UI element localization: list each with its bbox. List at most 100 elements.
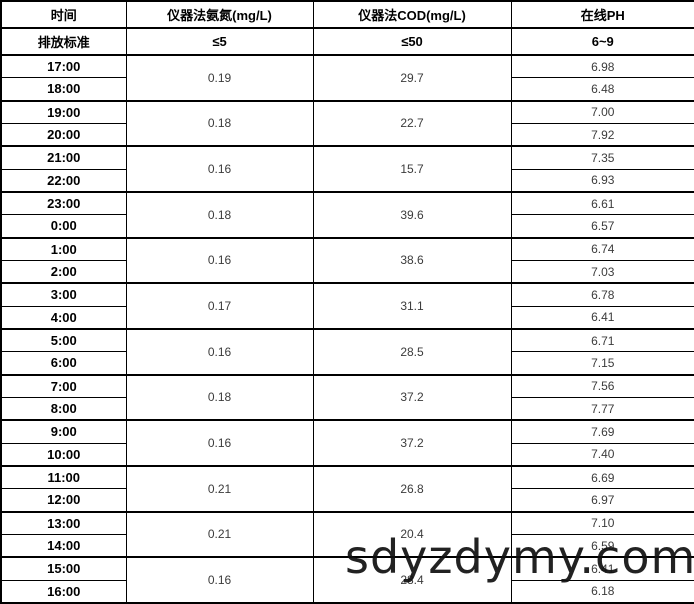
time-cell: 7:00 (0, 374, 127, 398)
table-row: 4:00 6.41 (0, 305, 694, 330)
cod-cell: 31.1 (312, 282, 512, 330)
ph-cell: 6.48 (510, 77, 694, 102)
nh3-cell: 0.18 (125, 100, 314, 148)
cod-cell: 20.4 (312, 511, 512, 559)
time-cell: 13:00 (0, 511, 127, 535)
time-cell: 11:00 (0, 465, 127, 490)
ph-cell: 6.93 (510, 168, 694, 193)
ph-cell: 6.69 (510, 465, 694, 490)
standards-cod: ≤50 (312, 27, 512, 56)
cod-cell: 37.2 (312, 374, 512, 422)
table-row: 18:00 6.48 (0, 77, 694, 102)
time-cell: 21:00 (0, 145, 127, 170)
ph-cell: 6.18 (510, 579, 694, 604)
cod-cell: 15.7 (312, 145, 512, 193)
ph-cell: 6.74 (510, 237, 694, 261)
table-row: 10:00 7.40 (0, 442, 694, 467)
nh3-cell: 0.18 (125, 191, 314, 239)
table-row: 22:00 6.93 (0, 168, 694, 193)
table-row: 13:00 0.21 20.4 7.10 (0, 511, 694, 559)
cod-cell: 37.2 (312, 419, 512, 467)
table-row: 8:00 7.77 (0, 396, 694, 422)
table-row: 14:00 6.59 (0, 533, 694, 559)
ph-cell: 6.78 (510, 282, 694, 307)
table-row: 1:00 0.16 38.6 6.74 (0, 237, 694, 285)
ph-cell: 7.77 (510, 396, 694, 422)
table-row: 19:00 0.18 22.7 7.00 (0, 100, 694, 148)
standards-row: 排放标准 ≤5 ≤50 6~9 (0, 27, 694, 56)
time-cell: 23:00 (0, 191, 127, 216)
table-row: 3:00 0.17 31.1 6.78 (0, 282, 694, 330)
table-row: 21:00 0.16 15.7 7.35 (0, 145, 694, 193)
ph-cell: 6.61 (510, 191, 694, 216)
ph-cell: 6.98 (510, 54, 694, 79)
ph-cell: 6.59 (510, 533, 694, 559)
table-row: 6:00 7.15 (0, 351, 694, 376)
nh3-cell: 0.19 (125, 54, 314, 102)
table-row: 9:00 0.16 37.2 7.69 (0, 419, 694, 467)
time-cell: 20:00 (0, 122, 127, 148)
nh3-cell: 0.16 (125, 328, 314, 376)
cod-cell: 29.7 (312, 54, 512, 102)
time-cell: 18:00 (0, 77, 127, 102)
table-row: 5:00 0.16 28.5 6.71 (0, 328, 694, 376)
table-row: 2:00 7.03 (0, 259, 694, 285)
time-cell: 9:00 (0, 419, 127, 444)
time-cell: 0:00 (0, 214, 127, 239)
ph-cell: 7.56 (510, 374, 694, 398)
time-cell: 2:00 (0, 259, 127, 285)
ph-cell: 7.10 (510, 511, 694, 535)
ph-cell: 7.03 (510, 259, 694, 285)
time-cell: 12:00 (0, 488, 127, 513)
table-row: 0:00 6.57 (0, 214, 694, 239)
time-cell: 22:00 (0, 168, 127, 193)
table-row: 11:00 0.21 26.8 6.69 (0, 465, 694, 513)
ph-cell: 6.97 (510, 488, 694, 513)
standards-nh3: ≤5 (125, 27, 314, 56)
ph-cell: 7.92 (510, 122, 694, 148)
header-nh3: 仪器法氨氮(mg/L) (125, 0, 314, 29)
ph-cell: 6.57 (510, 214, 694, 239)
ph-cell: 6.71 (510, 328, 694, 353)
nh3-cell: 0.21 (125, 511, 314, 559)
time-cell: 17:00 (0, 54, 127, 79)
cod-cell: 22.7 (312, 100, 512, 148)
header-row: 时间 仪器法氨氮(mg/L) 仪器法COD(mg/L) 在线PH (0, 0, 694, 29)
header-time: 时间 (0, 0, 127, 29)
time-cell: 4:00 (0, 305, 127, 330)
table-row: 7:00 0.18 37.2 7.56 (0, 374, 694, 422)
time-cell: 1:00 (0, 237, 127, 261)
standards-ph: 6~9 (510, 27, 694, 56)
ph-cell: 7.40 (510, 442, 694, 467)
nh3-cell: 0.17 (125, 282, 314, 330)
table-row: 16:00 6.18 (0, 579, 694, 604)
cod-cell: 28.4 (312, 556, 512, 604)
header-ph: 在线PH (510, 0, 694, 29)
ph-cell: 6.41 (510, 305, 694, 330)
time-cell: 6:00 (0, 351, 127, 376)
cod-cell: 26.8 (312, 465, 512, 513)
nh3-cell: 0.21 (125, 465, 314, 513)
table-row: 12:00 6.97 (0, 488, 694, 513)
time-cell: 8:00 (0, 396, 127, 422)
nh3-cell: 0.16 (125, 145, 314, 193)
standards-label: 排放标准 (0, 27, 127, 56)
ph-cell: 7.00 (510, 100, 694, 124)
time-cell: 15:00 (0, 556, 127, 581)
table-row: 15:00 0.16 28.4 6.41 (0, 556, 694, 604)
ph-cell: 7.35 (510, 145, 694, 170)
cod-cell: 28.5 (312, 328, 512, 376)
table-row: 23:00 0.18 39.6 6.61 (0, 191, 694, 239)
table-row: 20:00 7.92 (0, 122, 694, 148)
time-cell: 19:00 (0, 100, 127, 124)
nh3-cell: 0.18 (125, 374, 314, 422)
table-row: 17:00 0.19 29.7 6.98 (0, 54, 694, 102)
ph-cell: 7.69 (510, 419, 694, 444)
time-cell: 16:00 (0, 579, 127, 604)
nh3-cell: 0.16 (125, 556, 314, 604)
cod-cell: 38.6 (312, 237, 512, 285)
header-cod: 仪器法COD(mg/L) (312, 0, 512, 29)
ph-cell: 7.15 (510, 351, 694, 376)
time-cell: 3:00 (0, 282, 127, 307)
